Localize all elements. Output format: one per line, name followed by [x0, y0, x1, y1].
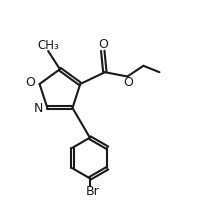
Text: O: O: [98, 38, 108, 51]
Text: O: O: [123, 76, 133, 89]
Text: CH₃: CH₃: [37, 39, 59, 52]
Text: Br: Br: [86, 185, 99, 198]
Text: N: N: [34, 103, 43, 116]
Text: O: O: [26, 76, 36, 89]
